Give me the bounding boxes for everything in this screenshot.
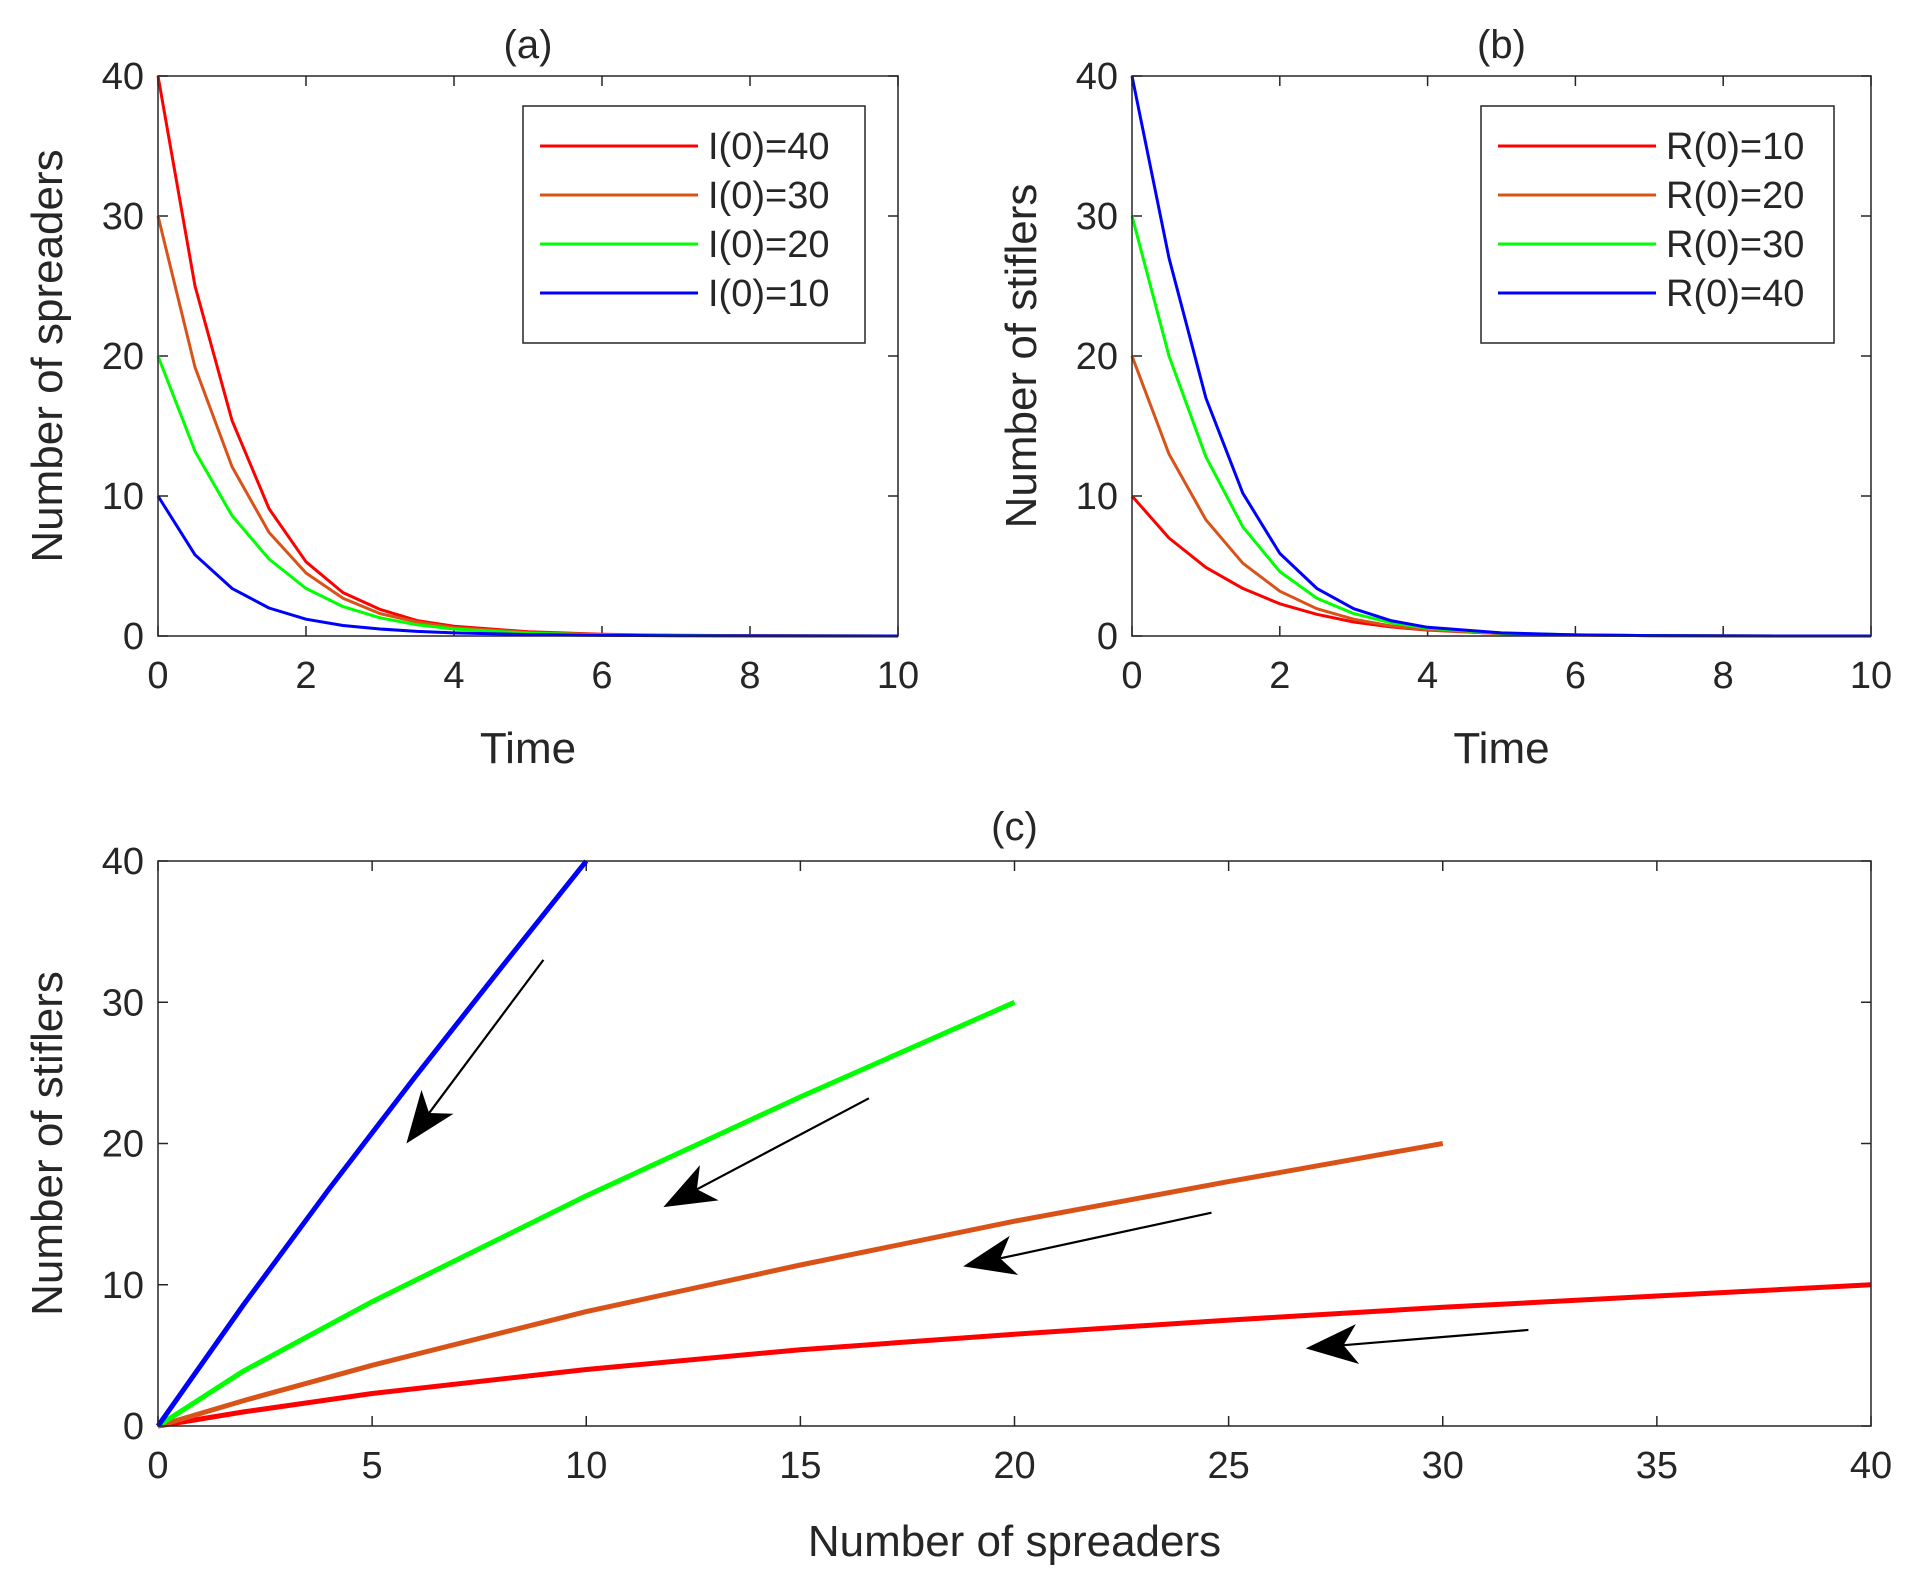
x-axis-label: Time xyxy=(1453,724,1549,773)
y-tick-label: 20 xyxy=(1076,336,1118,378)
x-tick-label: 2 xyxy=(295,655,316,697)
x-tick-label: 0 xyxy=(1121,655,1142,697)
x-tick-label: 15 xyxy=(779,1445,821,1487)
direction-arrow-shaft-3 xyxy=(1000,1211,1212,1260)
chart-title: (a) xyxy=(504,23,553,67)
x-tick-label: 10 xyxy=(877,655,919,697)
y-tick-label: 40 xyxy=(102,841,144,883)
direction-arrow-shaft-2 xyxy=(696,1097,870,1191)
direction-arrow-shaft-1 xyxy=(428,959,545,1114)
x-tick-label: 35 xyxy=(1636,1445,1678,1487)
legend-label-1: R(0)=10 xyxy=(1666,126,1804,168)
x-tick-label: 6 xyxy=(591,655,612,697)
direction-arrow-head-1 xyxy=(406,1089,454,1144)
x-tick-label: 25 xyxy=(1207,1445,1249,1487)
x-tick-label: 2 xyxy=(1269,655,1290,697)
y-tick-label: 20 xyxy=(102,1124,144,1166)
y-tick-label: 10 xyxy=(1076,476,1118,518)
legend-label-3: I(0)=20 xyxy=(708,224,829,266)
series-line-2 xyxy=(157,1141,1444,1429)
panel-c-phase-plot: 0 5 10 15 20 25 30 35 40 0 10 20 30 40 (c) Number of sp… xyxy=(23,805,1892,1566)
series-line-4 xyxy=(155,859,589,1428)
direction-arrow-head-4 xyxy=(1305,1324,1360,1364)
x-tick-label: 10 xyxy=(1850,655,1892,697)
y-tick-label: 30 xyxy=(1076,196,1118,238)
chart-title: (c) xyxy=(991,805,1038,849)
legend-label-1: I(0)=40 xyxy=(708,126,829,168)
y-tick-label: 40 xyxy=(102,56,144,98)
y-tick-label: 0 xyxy=(1097,616,1118,658)
x-tick-label: 40 xyxy=(1850,1445,1892,1487)
panel-b-line-chart: 0 2 4 6 8 10 0 10 20 30 40 (b) Time Number of stifler… xyxy=(997,23,1892,773)
legend-label-4: R(0)=40 xyxy=(1666,273,1804,315)
y-tick-label: 10 xyxy=(102,476,144,518)
series-line-3 xyxy=(156,1000,1016,1429)
y-tick-label: 30 xyxy=(102,982,144,1024)
y-axis-label: Number of stiflers xyxy=(23,971,72,1316)
x-tick-label: 20 xyxy=(993,1445,1035,1487)
x-tick-label: 8 xyxy=(739,655,760,697)
x-axis-label: Number of spreaders xyxy=(808,1517,1221,1566)
legend-label-4: I(0)=10 xyxy=(708,273,829,315)
x-tick-label: 0 xyxy=(147,655,168,697)
direction-arrow-head-2 xyxy=(663,1165,719,1208)
y-tick-label: 20 xyxy=(102,336,144,378)
x-tick-label: 4 xyxy=(443,655,464,697)
axes-box xyxy=(1131,75,1872,637)
legend-label-3: R(0)=30 xyxy=(1666,224,1804,266)
x-tick-label: 5 xyxy=(362,1445,383,1487)
direction-arrow-head-3 xyxy=(963,1235,1019,1275)
chart-title: (b) xyxy=(1477,23,1526,67)
x-axis-label: Time xyxy=(480,724,576,773)
legend-label-2: I(0)=30 xyxy=(708,175,829,217)
series-line-1 xyxy=(157,1282,1872,1429)
axes-box xyxy=(157,860,1872,1427)
y-tick-label: 10 xyxy=(102,1265,144,1307)
y-axis-label: Number of spreaders xyxy=(23,149,72,562)
x-tick-label: 6 xyxy=(1565,655,1586,697)
x-tick-label: 4 xyxy=(1417,655,1438,697)
y-axis-label: Number of stiflers xyxy=(997,184,1046,529)
y-tick-label: 30 xyxy=(102,196,144,238)
x-tick-label: 8 xyxy=(1713,655,1734,697)
x-tick-label: 30 xyxy=(1422,1445,1464,1487)
x-tick-label: 10 xyxy=(565,1445,607,1487)
axes-box xyxy=(157,75,899,637)
y-tick-label: 40 xyxy=(1076,56,1118,98)
x-tick-label: 0 xyxy=(147,1445,168,1487)
direction-arrow-shaft-4 xyxy=(1343,1328,1529,1347)
legend-label-2: R(0)=20 xyxy=(1666,175,1804,217)
y-tick-label: 0 xyxy=(123,616,144,658)
panel-a-line-chart: 0 2 4 6 8 10 0 10 20 30 40 (a) Time Number of spreade… xyxy=(23,23,919,773)
y-tick-label: 0 xyxy=(123,1406,144,1448)
